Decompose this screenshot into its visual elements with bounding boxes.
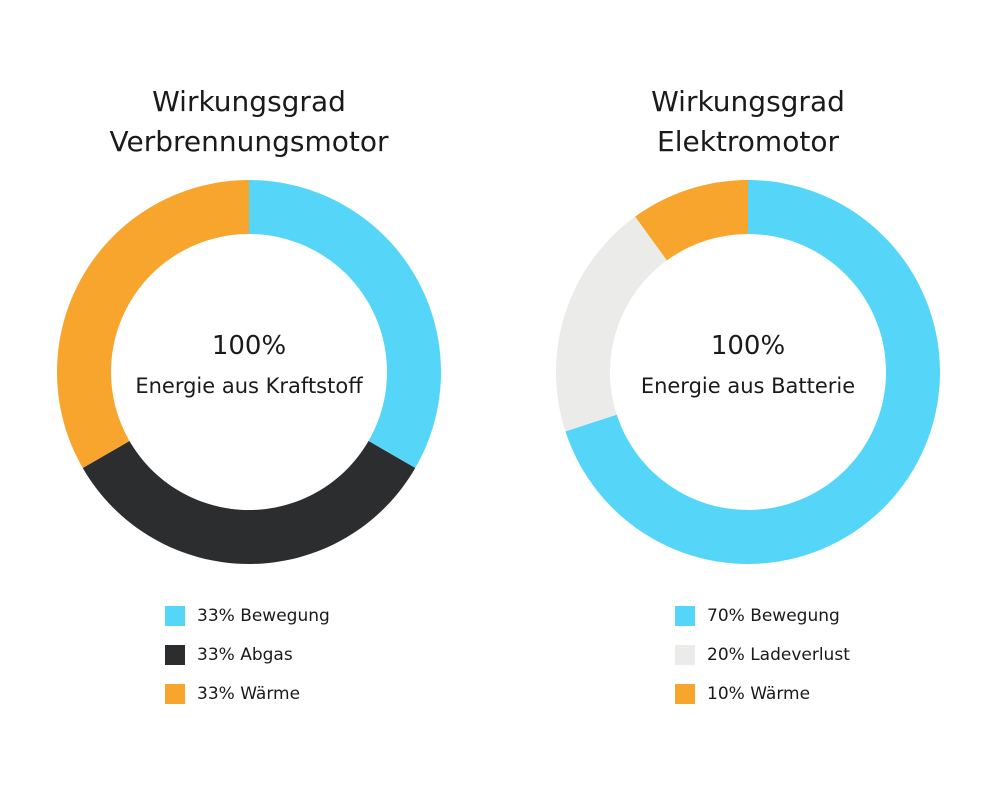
legend-label: 33% Abgas xyxy=(197,644,293,665)
legend-item: 20% Ladeverlust xyxy=(675,635,850,674)
chart-title: Wirkungsgrad Verbrennungsmotor xyxy=(0,82,498,162)
donut-chart xyxy=(57,180,441,564)
legend-swatch xyxy=(165,683,185,704)
donut-slice xyxy=(57,180,249,468)
legend-item: 10% Wärme xyxy=(675,674,850,713)
center-description: Energie aus Kraftstoff xyxy=(135,374,363,398)
center-description: Energie aus Batterie xyxy=(640,374,856,398)
legend-swatch xyxy=(165,605,185,626)
legend: 70% Bewegung 20% Ladeverlust 10% Wärme xyxy=(675,596,850,713)
legend-swatch xyxy=(165,644,185,665)
chart-title-line-2: Verbrennungsmotor xyxy=(109,125,389,158)
legend-label: 33% Wärme xyxy=(197,683,301,704)
legend-label: 10% Wärme xyxy=(707,683,811,704)
donut-chart xyxy=(556,180,940,564)
legend: 33% Bewegung 33% Abgas 33% Wärme xyxy=(165,596,330,713)
legend-item: 70% Bewegung xyxy=(675,596,850,635)
legend-swatch xyxy=(675,683,695,704)
legend-label: 33% Bewegung xyxy=(197,605,330,626)
donut-center-label: 100% Energie aus Batterie xyxy=(499,326,997,406)
legend-item: 33% Bewegung xyxy=(165,596,330,635)
chart-title-line-1: Wirkungsgrad xyxy=(152,85,346,118)
donut-slice xyxy=(249,180,441,468)
center-value: 100% xyxy=(211,331,287,361)
center-value: 100% xyxy=(710,331,786,361)
chart-elektromotor: Wirkungsgrad Elektromotor 100% Energie a… xyxy=(499,0,997,789)
legend-item: 33% Wärme xyxy=(165,674,330,713)
chart-title-line-2: Elektromotor xyxy=(657,125,839,158)
chart-title-line-1: Wirkungsgrad xyxy=(651,85,845,118)
legend-label: 70% Bewegung xyxy=(707,605,840,626)
chart-title: Wirkungsgrad Elektromotor xyxy=(499,82,997,162)
legend-swatch xyxy=(675,644,695,665)
legend-item: 33% Abgas xyxy=(165,635,330,674)
legend-label: 20% Ladeverlust xyxy=(707,644,850,665)
donut-slice xyxy=(635,180,748,261)
donut-slice xyxy=(556,216,667,432)
legend-swatch xyxy=(675,605,695,626)
donut-slice xyxy=(82,441,416,564)
chart-verbrennungsmotor: Wirkungsgrad Verbrennungsmotor 100% Ener… xyxy=(0,0,498,789)
donut-center-label: 100% Energie aus Kraftstoff xyxy=(0,326,498,406)
